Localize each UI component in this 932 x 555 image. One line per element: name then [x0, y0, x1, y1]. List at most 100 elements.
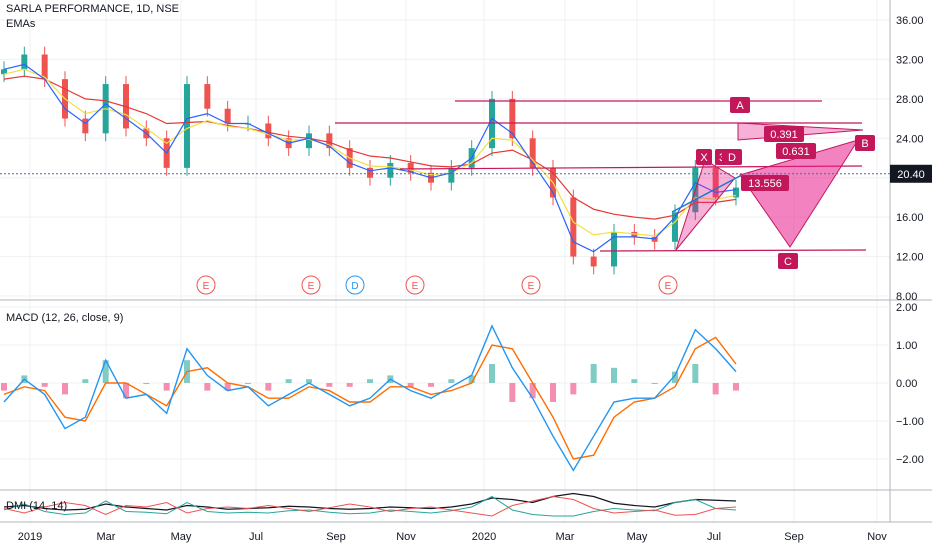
x-tick-label: 2019	[18, 531, 42, 543]
pattern-point-x: X	[700, 152, 708, 164]
pattern-ratio-label-box	[776, 143, 816, 159]
macd-histogram-bar	[407, 383, 414, 387]
macd-histogram-bar	[712, 383, 719, 395]
earnings-marker[interactable]	[196, 275, 216, 295]
x-tick-label: May	[627, 531, 648, 543]
candle-body	[265, 123, 272, 139]
macd-histogram-bar	[306, 379, 312, 383]
dmi-adx-line	[3, 492, 737, 511]
pattern-trend-line	[671, 175, 741, 213]
candle-body	[590, 256, 597, 267]
macd-histogram-bar	[468, 375, 475, 383]
pattern-point-a-box	[730, 97, 750, 113]
price-y-tick-label: 12.00	[896, 252, 924, 264]
candle-body	[224, 108, 231, 124]
macd-histogram-bar	[224, 383, 231, 391]
macd-histogram-bar	[672, 371, 678, 383]
candle-body	[570, 197, 577, 257]
pattern-ratio-label: 13.556	[748, 178, 782, 190]
price-y-tick-label: 28.00	[896, 94, 924, 106]
macd-histogram-bar	[550, 383, 556, 402]
macd-y-tick-label: 2.00	[896, 302, 917, 314]
ema-short-line	[3, 63, 737, 253]
macd-histogram-bar	[570, 383, 577, 395]
dmi-label: DMI (14, 14)	[6, 500, 68, 512]
x-tick-label: Jul	[249, 531, 263, 543]
pattern-point-d-box	[722, 149, 742, 165]
price-y-tick-label: 16.00	[896, 212, 924, 224]
candle-body	[611, 231, 617, 267]
candle-body	[41, 54, 48, 80]
macd-y-tick-label: 0.00	[896, 378, 917, 390]
candle-body	[733, 187, 739, 198]
macd-histogram-bar	[285, 379, 292, 383]
pattern-point-b: B	[861, 138, 868, 150]
macd-histogram-bar	[611, 367, 617, 383]
pattern-point-c-box	[778, 253, 798, 269]
candle-body	[1, 69, 7, 75]
earnings-marker[interactable]	[658, 275, 678, 295]
x-tick-label: Mar	[556, 531, 575, 543]
earnings-marker[interactable]	[405, 275, 425, 295]
candle-body	[82, 118, 89, 134]
pattern-triangle-xad	[675, 159, 736, 251]
last-price-label: 20.40	[897, 169, 925, 181]
candle-body	[306, 133, 312, 149]
macd-label: MACD (12, 26, close, 9)	[6, 312, 124, 324]
x-tick-label: Nov	[396, 531, 416, 543]
candle-body	[509, 98, 516, 139]
pattern-point-b-box	[855, 135, 875, 151]
macd-y-tick-label: 1.00	[896, 340, 917, 352]
candle-body	[204, 84, 211, 109]
x-tick-label: Jul	[707, 531, 721, 543]
symbol-title: SARLA PERFORMANCE, 1D, NSE	[6, 3, 179, 15]
macd-histogram-bar	[692, 364, 699, 383]
candle-body	[448, 167, 455, 183]
x-tick-label: Sep	[326, 531, 346, 543]
price-y-tick-label: 8.00	[896, 291, 917, 303]
macd-signal-line	[3, 336, 737, 460]
ema-long-line	[3, 75, 737, 220]
ema-mid-line	[3, 68, 737, 237]
pattern-point-a: A	[736, 100, 744, 112]
macd-histogram-bar	[1, 383, 7, 391]
dmi-minus-di-line	[3, 495, 737, 517]
macd-histogram-bar	[102, 360, 109, 383]
earnings-marker-label: E	[203, 281, 210, 292]
earnings-marker-label: E	[528, 281, 535, 292]
x-tick-label: Sep	[784, 531, 804, 543]
dividend-marker[interactable]	[345, 275, 365, 295]
macd-histogram-bar	[367, 379, 373, 383]
candle-body	[326, 133, 333, 149]
earnings-marker-label: E	[665, 281, 672, 292]
macd-histogram-bar	[448, 379, 455, 383]
pattern-ratio-label-box	[741, 175, 789, 191]
macd-histogram-bar	[143, 383, 150, 384]
study-label-emas: EMAs	[6, 18, 36, 30]
macd-histogram-bar	[123, 383, 129, 399]
macd-histogram-bar	[326, 383, 333, 387]
macd-histogram-bar	[265, 383, 272, 391]
x-tick-label: 2020	[472, 531, 496, 543]
macd-histogram-bar	[62, 383, 68, 395]
macd-histogram-bar	[590, 364, 597, 383]
earnings-marker[interactable]	[521, 275, 541, 295]
candle-body	[184, 84, 190, 168]
macd-histogram-bar	[82, 379, 89, 383]
candle-body	[672, 212, 678, 242]
macd-histogram-bar	[651, 383, 658, 384]
earnings-marker[interactable]	[301, 275, 321, 295]
macd-y-tick-label: −2.00	[896, 454, 924, 466]
price-y-tick-label: 24.00	[896, 133, 924, 145]
candle-body	[712, 167, 719, 198]
price-y-tick-label: 32.00	[896, 54, 924, 66]
macd-histogram-bar	[631, 379, 638, 383]
macd-histogram-bar	[163, 383, 170, 391]
pattern-point-c: C	[784, 256, 792, 268]
macd-line	[3, 324, 737, 472]
dividend-marker-label: D	[351, 281, 358, 292]
horizontal-line	[599, 249, 867, 252]
